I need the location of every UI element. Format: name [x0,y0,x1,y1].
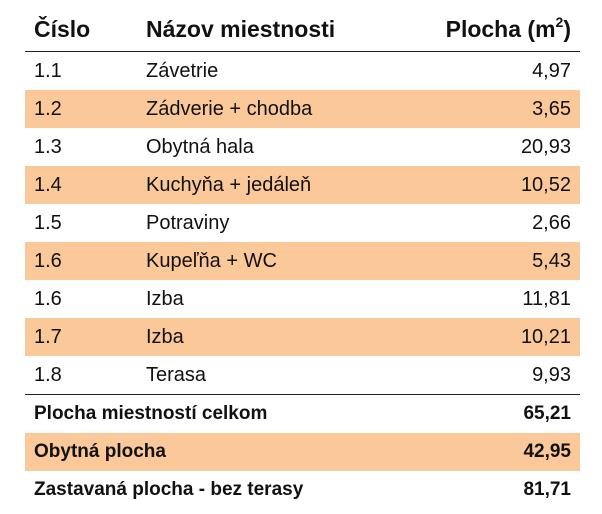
room-number: 1.1 [34,59,62,82]
table-row: 1.2 Zádverie + chodba 3,65 [25,90,580,128]
room-number: 1.6 [34,249,62,272]
room-number: 1.3 [34,135,62,158]
table-row: 1.7 Izba 10,21 [25,318,580,356]
table-header: Číslo Názov miestnosti Plocha (m2) [25,6,580,52]
room-number: 1.7 [34,325,62,348]
room-number: 1.5 [34,211,62,234]
total-label: Zastavaná plocha - bez terasy [34,479,304,500]
room-number: 1.2 [34,97,62,120]
total-row-built-area: Zastavaná plocha - bez terasy 81,71 [25,471,580,509]
total-value: 42,95 [523,441,571,462]
room-area: 10,21 [520,325,571,348]
header-number: Číslo [34,16,91,42]
header-area: Plocha (m2) [445,14,571,42]
room-area: 11,81 [522,287,571,310]
total-row-living-area: Obytná plocha 42,95 [25,433,580,471]
room-area: 4,97 [532,59,571,82]
table-row: 1.1 Závetrie 4,97 [25,52,580,90]
total-value: 65,21 [523,403,571,424]
room-name: Terasa [146,363,207,386]
room-name: Izba [146,287,184,310]
header-room-name: Názov miestnosti [146,16,336,42]
room-area: 3,65 [532,97,571,120]
room-area: 20,93 [520,135,571,158]
room-name: Zádverie + chodba [146,97,313,120]
room-name: Obytná hala [146,135,254,158]
table-row: 1.8 Terasa 9,93 [25,356,580,394]
table-row: 1.4 Kuchyňa + jedáleň 10,52 [25,166,580,204]
room-number: 1.4 [34,173,62,196]
table-row: 1.3 Obytná hala 20,93 [25,128,580,166]
room-area: 5,43 [532,249,571,272]
total-label: Obytná plocha [34,441,166,462]
room-number: 1.8 [34,363,62,386]
total-value: 81,71 [523,479,571,500]
room-area-table: Číslo Názov miestnosti Plocha (m2) 1.1 Z… [25,6,580,509]
room-number: 1.6 [34,287,62,310]
table-row: 1.6 Izba 11,81 [25,280,580,318]
room-name: Potraviny [146,211,230,234]
room-area: 10,52 [520,173,571,196]
room-area: 9,93 [532,363,571,386]
table-row: 1.5 Potraviny 2,66 [25,204,580,242]
room-name: Závetrie [146,59,219,82]
room-name: Kuchyňa + jedáleň [146,173,312,196]
table-row: 1.6 Kupeľňa + WC 5,43 [25,242,580,280]
room-name: Kupeľňa + WC [146,249,277,272]
room-area: 2,66 [532,211,571,234]
total-row-rooms: Plocha miestností celkom 65,21 [25,394,580,433]
room-name: Izba [146,325,184,348]
total-label: Plocha miestností celkom [34,403,268,424]
